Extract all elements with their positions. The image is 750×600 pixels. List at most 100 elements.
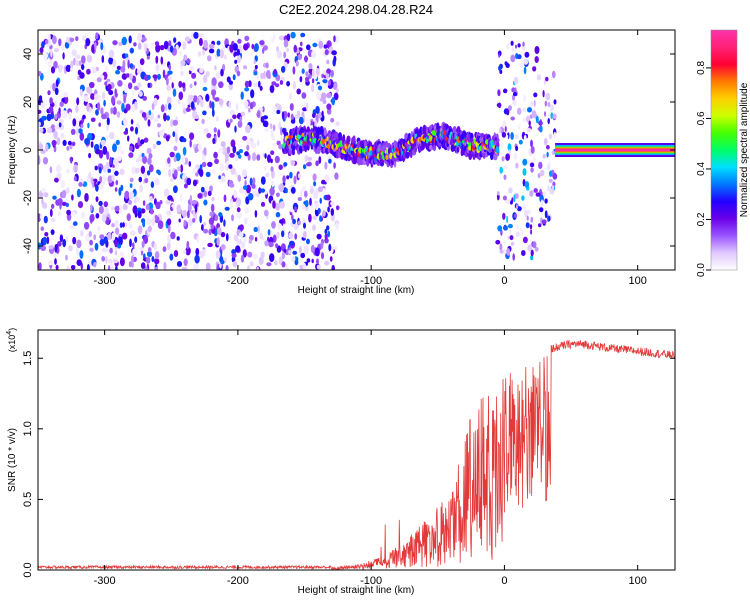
spectrogram-cell [406,152,410,158]
spectrogram-cell [115,266,118,270]
spectrogram-cell [183,54,188,61]
spectrogram-cell [290,113,294,122]
spectrogram-cell [141,240,145,248]
spectrogram-cell [207,190,212,196]
spectrogram-cell [274,155,280,164]
spectrogram-cell [55,164,62,173]
spectrogram-cell [254,43,259,52]
spectrogram-cell [232,145,237,154]
spectrogram-cell [89,106,92,113]
spectrogram-cell [181,266,188,270]
spectrogram-cell [548,215,551,222]
snr-xlabel: Height of straight line (km) [298,585,415,596]
spectrogram-cell [128,261,132,268]
spectrogram-cell [230,139,236,148]
spectrogram-cell [208,217,215,225]
spectrogram-cell [38,109,42,114]
spectrogram-cell [145,203,150,211]
spectrogram-cell [118,236,121,245]
spectrogram-cell [106,117,110,126]
spectrogram-cell [516,224,519,230]
colorbar-gradient [711,30,737,270]
spectrogram-cell [112,40,118,46]
spectrogram-cell [256,192,260,198]
spectrogram-cell [281,261,286,268]
spectrogram-cell [281,111,285,120]
spectrogram-cell [112,167,116,173]
spectrogram-cell [304,190,308,198]
spectrogram-cell [214,97,220,102]
spectrogram-cell [298,116,304,125]
spectrogram-cell [510,132,514,140]
spectrogram-cell [331,97,336,106]
spectrogram-cell [59,234,64,242]
spectrogram-cell [316,233,322,240]
spectrogram-cell [332,58,336,67]
spectrogram-cell [50,229,55,235]
spectrogram-cell [312,224,316,231]
spectrogram-cell [180,70,184,77]
spectrogram-cell [254,237,258,242]
spectrogram-cell [65,187,70,194]
spectrogram-cell [148,164,154,173]
y-tick-label: 40 [22,48,34,60]
spectrogram-cell [286,33,291,42]
spectrogram-cell [66,265,70,270]
spectrogram-cell [146,217,152,226]
spectrogram-cell [312,42,318,48]
spectrogram-cell [101,113,107,120]
spectrogram-cell [136,158,140,163]
spectrogram-cell [82,114,86,120]
spectrogram-cell [211,196,215,202]
spectrogram-cell [112,59,117,68]
spectrogram-cell [304,206,309,212]
spectrogram-cell [530,146,535,154]
spectrogram-cell [505,153,510,161]
spectrogram-cell [232,114,237,120]
spectrogram-cell [258,80,261,88]
spectrogram-cell [270,166,274,172]
spectrogram-cell [286,80,290,87]
spectrogram-cell [319,215,322,222]
spectrogram-cell [166,77,169,86]
spectrogram-cell [333,162,336,169]
spectrogram-cell [274,202,281,211]
spectrogram-cell [181,210,188,218]
spectrogram-cell [268,241,274,248]
spectrogram-cell [98,200,103,206]
spectrogram-cell [515,204,519,210]
spectrogram-cell [121,102,125,112]
spectrogram-cell [500,141,504,149]
spectrogram-cell [142,95,147,101]
spectrogram-cell [544,210,548,219]
spectrogram-cell [48,245,54,250]
spectrogram-cell [414,147,417,153]
spectrogram-cell [328,243,332,252]
spectrogram-cell [321,110,324,117]
spectrogram-cell [320,252,325,260]
spectrogram-cell [150,208,154,215]
spectrogram-cell [71,49,77,57]
spectrogram-cell [514,213,518,218]
spectrogram-cell [521,195,525,201]
spectrogram-cell [109,156,113,166]
spectrogram-cell [130,230,136,236]
spectrogram-cell [210,223,215,230]
spectrogram-cell [512,253,515,261]
spectrogram-cell [51,217,56,223]
spectrogram-cell [515,145,519,152]
colorbar-tick-label: 0.4 [696,162,707,176]
spectrogram-cell [229,152,235,158]
spectrogram-cell [105,255,108,265]
spectrogram-cell [112,106,117,116]
spectrogram-cell [544,100,547,107]
spectrogram-cell [316,264,321,270]
spectrogram-cell [153,117,159,123]
spectrogram-cell [124,190,130,200]
spectrogram-cell [145,256,151,264]
spectrogram-cell [274,103,281,108]
spectrogram-cell [334,131,339,140]
spectrogram-cell [130,255,134,264]
spectrogram-cell [179,51,182,56]
